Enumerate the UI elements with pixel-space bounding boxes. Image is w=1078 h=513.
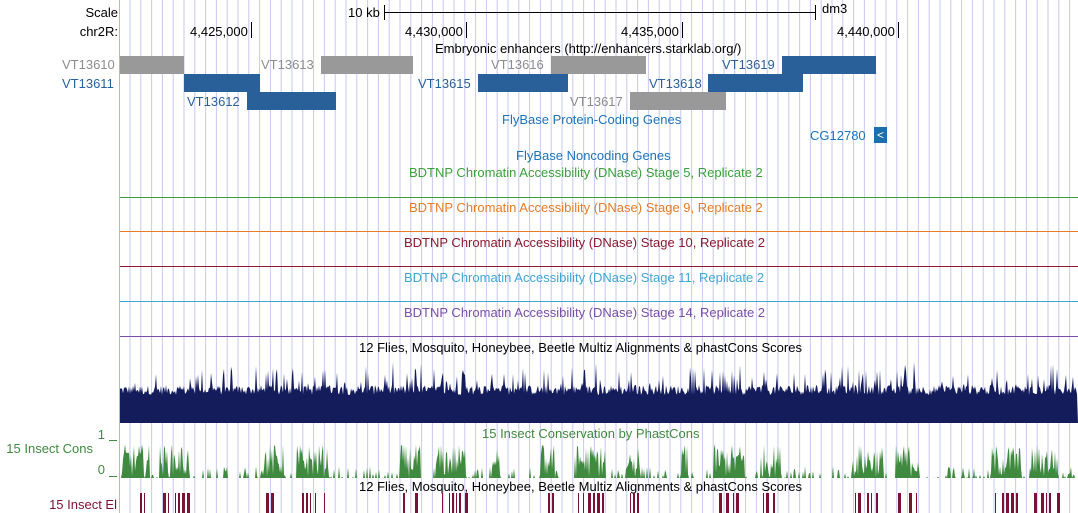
insect-cons-ymax: 1: [97, 427, 105, 442]
position-tick: [898, 22, 899, 38]
feature-label-vt13613[interactable]: VT13613: [261, 57, 314, 72]
feature-vt13610[interactable]: [120, 56, 184, 74]
track-title-dnase-stage14[interactable]: BDTNP Chromatin Accessibility (DNase) St…: [404, 305, 766, 320]
scale-bar-right-tick: [815, 5, 816, 20]
feature-vt13617[interactable]: [630, 92, 726, 110]
left-margin-border: [119, 0, 120, 513]
assembly-label: dm3: [822, 1, 848, 16]
dnase-stage14-signal[interactable]: [120, 336, 1078, 337]
position-tick: [466, 22, 467, 38]
multiz-conservation-wiggle[interactable]: [120, 355, 1078, 423]
position-tick: [251, 22, 252, 38]
feature-vt13618[interactable]: [708, 74, 803, 92]
feature-vt13611[interactable]: [184, 74, 260, 92]
insect-cons-ymax-tick: [109, 440, 117, 441]
scale-bar-text: 10 kb: [348, 5, 380, 20]
position-label: 4,425,000: [190, 24, 248, 39]
feature-label-vt13616[interactable]: VT13616: [491, 57, 544, 72]
track-title-dnase-stage10[interactable]: BDTNP Chromatin Accessibility (DNase) St…: [404, 235, 766, 250]
scale-label: Scale: [85, 5, 118, 20]
track-title-dnase-stage11[interactable]: BDTNP Chromatin Accessibility (DNase) St…: [404, 270, 765, 285]
feature-label-vt13612[interactable]: VT13612: [187, 94, 240, 109]
chrom-label: chr2R:: [79, 24, 118, 39]
dnase-stage9-signal[interactable]: [120, 231, 1078, 232]
gene-label-cg12780[interactable]: CG12780: [810, 128, 866, 143]
insect-elements-track[interactable]: [120, 493, 1078, 513]
insect-el-side-label[interactable]: 15 Insect El: [49, 497, 117, 512]
position-label: 4,440,000: [837, 24, 895, 39]
feature-label-vt13618[interactable]: VT13618: [649, 76, 702, 91]
gene-cg12780[interactable]: <: [874, 127, 887, 143]
track-title-multiz[interactable]: 12 Flies, Mosquito, Honeybee, Beetle Mul…: [359, 340, 802, 355]
feature-label-vt13617[interactable]: VT13617: [570, 94, 623, 109]
feature-vt13613[interactable]: [321, 56, 413, 74]
dnase-stage10-signal[interactable]: [120, 266, 1078, 267]
feature-vt13616[interactable]: [551, 56, 646, 74]
scale-bar: [384, 12, 816, 13]
track-title-enhancers[interactable]: Embryonic enhancers (http://enhancers.st…: [435, 41, 742, 56]
feature-vt13612[interactable]: [247, 92, 336, 110]
feature-label-vt13615[interactable]: VT13615: [418, 76, 471, 91]
dnase-stage5-signal[interactable]: [120, 197, 1078, 198]
position-label: 4,435,000: [621, 24, 679, 39]
insect-cons-ymin-tick: [109, 476, 117, 477]
scale-bar-left-tick: [384, 5, 385, 20]
feature-vt13619[interactable]: [782, 56, 876, 74]
strand-arrow-icon: <: [876, 128, 884, 142]
feature-vt13615[interactable]: [478, 74, 568, 92]
track-title-noncoding[interactable]: FlyBase Noncoding Genes: [516, 148, 671, 163]
dnase-stage11-signal[interactable]: [120, 301, 1078, 302]
feature-label-vt13619[interactable]: VT13619: [722, 57, 775, 72]
track-title-dnase-stage5[interactable]: BDTNP Chromatin Accessibility (DNase) St…: [409, 165, 763, 180]
track-title-insect-cons[interactable]: 15 Insect Conservation by PhastCons: [482, 426, 700, 441]
position-label: 4,430,000: [405, 24, 463, 39]
track-title-dnase-stage9[interactable]: BDTNP Chromatin Accessibility (DNase) St…: [409, 200, 763, 215]
insect-cons-side-label[interactable]: 15 Insect Cons: [6, 441, 93, 456]
feature-label-vt13610[interactable]: VT13610: [62, 57, 115, 72]
track-title-protein-coding[interactable]: FlyBase Protein-Coding Genes: [502, 112, 682, 127]
track-title-multiz-elements[interactable]: 12 Flies, Mosquito, Honeybee, Beetle Mul…: [359, 479, 802, 494]
insect-cons-wiggle[interactable]: [120, 438, 1078, 478]
insect-cons-ymin: 0: [97, 462, 105, 477]
feature-label-vt13611[interactable]: VT13611: [62, 76, 114, 91]
position-tick: [682, 22, 683, 38]
